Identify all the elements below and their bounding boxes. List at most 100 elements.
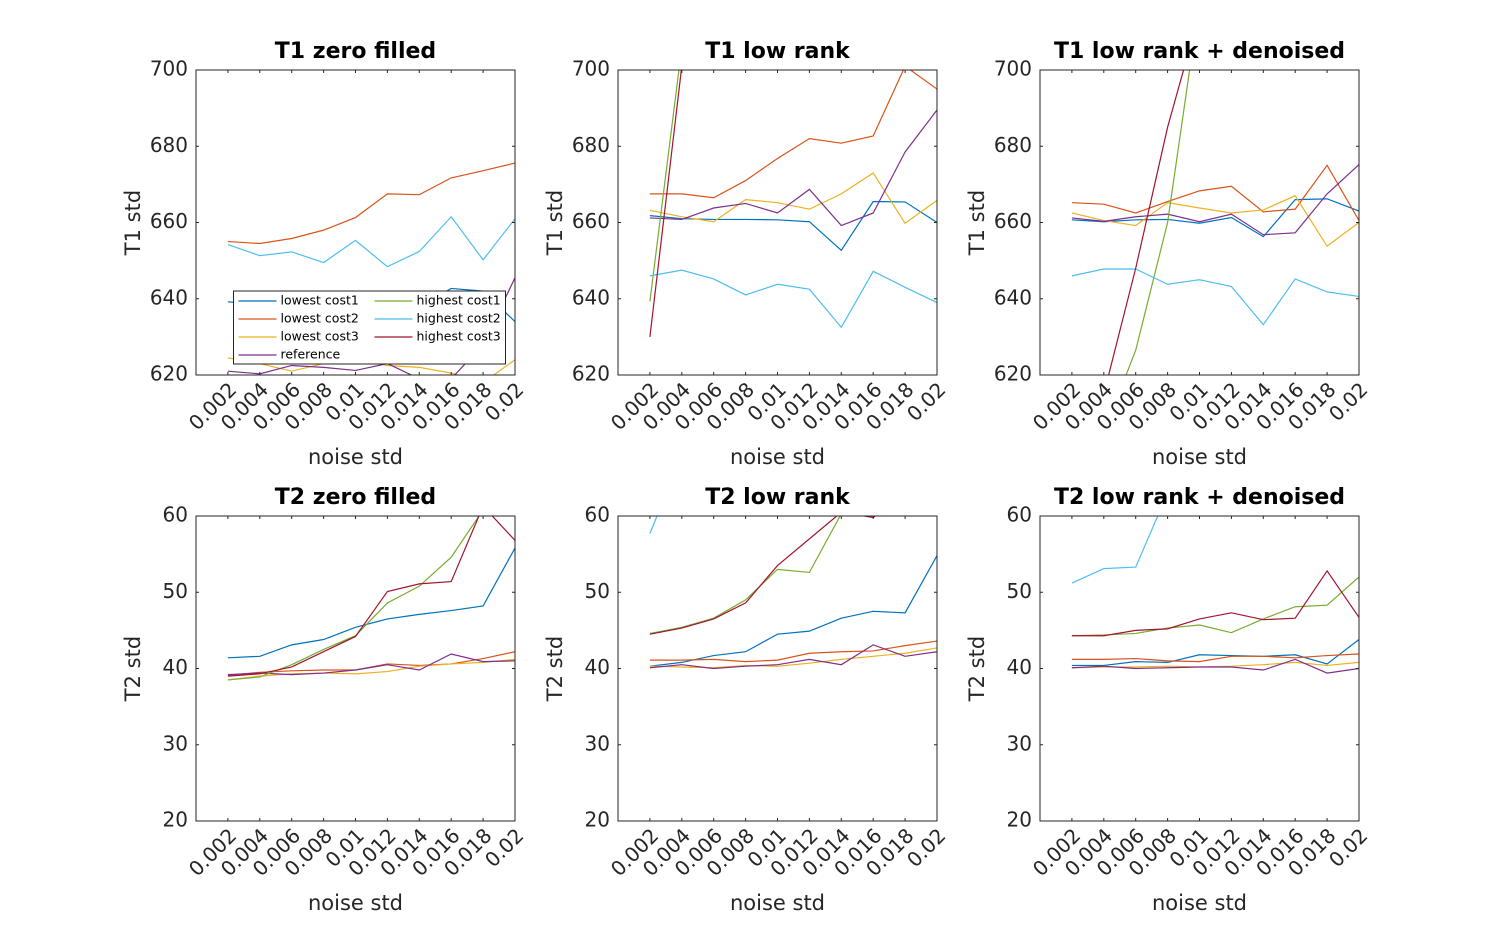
x-axis-label: noise std — [1152, 891, 1247, 915]
y-tick-label: 640 — [994, 285, 1032, 309]
y-tick-label: 620 — [150, 362, 188, 386]
data-line — [649, 70, 937, 199]
x-axis-label: noise std — [1152, 445, 1247, 469]
x-tick-label: 0.02 — [902, 377, 950, 425]
data-line — [227, 215, 515, 268]
subplot: 6206406606807000.0020.0040.0060.0080.010… — [965, 39, 1372, 469]
data-line — [649, 172, 937, 225]
y-tick-label: 20 — [585, 808, 610, 832]
x-tick-label: 0.02 — [1324, 823, 1372, 871]
data-line — [1071, 576, 1359, 637]
y-tick-label: 660 — [150, 209, 188, 233]
y-axis-label: T2 std — [965, 636, 989, 702]
y-tick-label: 30 — [163, 731, 188, 755]
data-group — [649, 70, 937, 337]
y-tick-label: 700 — [994, 57, 1032, 81]
y-tick-label: 660 — [994, 209, 1032, 233]
data-line — [227, 658, 515, 681]
data-line — [1071, 164, 1359, 236]
chart-title: T1 low rank + denoised — [1054, 39, 1345, 64]
data-line — [227, 516, 515, 677]
data-line — [1071, 516, 1159, 584]
data-line — [649, 647, 937, 669]
y-tick-label: 620 — [572, 362, 610, 386]
chart-title: T1 zero filled — [275, 39, 436, 64]
plot-area — [618, 70, 937, 375]
y-tick-label: 700 — [572, 57, 610, 81]
subplot: 20304050600.0020.0040.0060.0080.010.0120… — [965, 485, 1372, 915]
y-tick-label: 60 — [163, 503, 188, 527]
y-tick-label: 660 — [572, 209, 610, 233]
data-group — [1071, 70, 1359, 375]
y-axis-label: T2 std — [543, 636, 567, 702]
legend-box — [233, 290, 506, 365]
y-axis-label: T1 std — [965, 190, 989, 256]
data-line — [1071, 658, 1359, 674]
data-line — [649, 640, 937, 663]
y-axis-label: T1 std — [543, 190, 567, 256]
y-tick-label: 60 — [585, 503, 610, 527]
plot-area — [196, 516, 515, 821]
y-tick-label: 640 — [572, 285, 610, 309]
data-line — [1071, 198, 1359, 238]
legend-label: highest cost3 — [417, 329, 501, 344]
y-tick-label: 50 — [163, 579, 188, 603]
legend-label: lowest cost1 — [281, 293, 359, 308]
subplot: 6206406606807000.0020.0040.0060.0080.010… — [121, 39, 528, 469]
data-group — [649, 516, 937, 670]
data-line — [1071, 639, 1359, 667]
data-line — [649, 555, 937, 667]
y-tick-label: 40 — [163, 655, 188, 679]
data-line — [649, 109, 937, 227]
y-tick-label: 680 — [150, 133, 188, 157]
plot-area — [618, 516, 937, 821]
y-tick-label: 40 — [585, 655, 610, 679]
legend-label: lowest cost2 — [281, 311, 359, 326]
data-line — [649, 516, 877, 635]
y-tick-label: 20 — [163, 808, 188, 832]
legend-label: reference — [281, 347, 341, 362]
data-line — [649, 644, 937, 670]
data-line — [649, 516, 841, 635]
chart-title: T2 zero filled — [275, 485, 436, 510]
y-tick-label: 30 — [1007, 731, 1032, 755]
legend-label: highest cost1 — [417, 293, 501, 308]
y-tick-label: 50 — [1007, 579, 1032, 603]
y-tick-label: 20 — [1007, 808, 1032, 832]
chart-title: T2 low rank + denoised — [1054, 485, 1345, 510]
y-axis-label: T2 std — [121, 636, 145, 702]
x-tick-label: 0.02 — [902, 823, 950, 871]
chart-title: T1 low rank — [705, 39, 851, 64]
data-group — [1071, 516, 1359, 674]
x-tick-label: 0.02 — [480, 377, 528, 425]
subplot: 6206406606807000.0020.0040.0060.0080.010… — [543, 39, 950, 469]
legend-label: lowest cost3 — [281, 329, 359, 344]
x-axis-label: noise std — [730, 445, 825, 469]
data-line — [649, 269, 937, 329]
legend-label: highest cost2 — [417, 311, 501, 326]
y-tick-label: 700 — [150, 57, 188, 81]
x-axis-label: noise std — [308, 891, 403, 915]
data-line — [227, 162, 515, 245]
data-line — [1071, 653, 1359, 663]
y-tick-label: 640 — [150, 285, 188, 309]
data-line — [1071, 268, 1359, 326]
y-tick-label: 30 — [585, 731, 610, 755]
y-tick-label: 40 — [1007, 655, 1032, 679]
data-group — [227, 516, 515, 681]
plot-area — [1040, 516, 1359, 821]
data-line — [1071, 195, 1359, 248]
x-axis-label: noise std — [730, 891, 825, 915]
y-tick-label: 620 — [994, 362, 1032, 386]
y-axis-label: T1 std — [121, 190, 145, 256]
data-line — [1071, 569, 1359, 637]
data-line — [1071, 164, 1359, 221]
chart-title: T2 low rank — [705, 485, 851, 510]
y-tick-label: 50 — [585, 579, 610, 603]
y-tick-label: 60 — [1007, 503, 1032, 527]
data-line — [1108, 70, 1185, 375]
data-line — [227, 547, 515, 659]
y-tick-label: 680 — [994, 133, 1032, 157]
data-line — [227, 653, 515, 676]
